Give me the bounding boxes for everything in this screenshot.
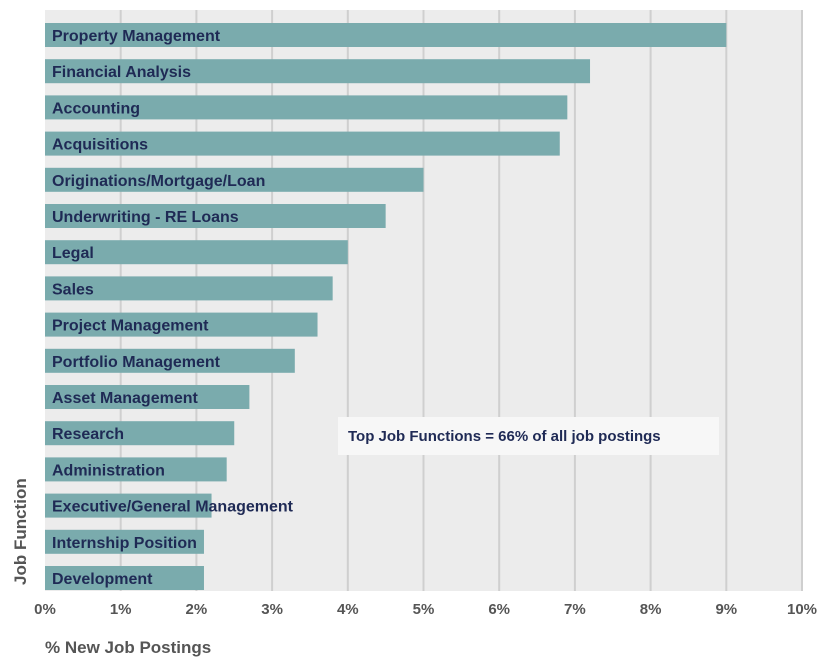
bar [45, 348, 295, 373]
bar [45, 493, 212, 518]
bar-label: Development [52, 571, 153, 588]
bar-label: Portfolio Management [52, 354, 221, 371]
annotation-text: Top Job Functions = 66% of all job posti… [348, 428, 661, 445]
bar-group: Property Management [45, 23, 727, 47]
bar [45, 131, 560, 156]
x-tick-label: 9% [715, 601, 737, 618]
bar [45, 529, 204, 554]
bar-label: Property Management [52, 28, 221, 45]
bar-group: Originations/Mortgage/Loan [45, 167, 424, 192]
bar-label: Research [52, 426, 124, 443]
bar [45, 95, 568, 120]
x-tick-label: 0% [34, 601, 56, 618]
bar-group: Executive/General Management [45, 493, 294, 518]
bar-group: Development [45, 566, 204, 590]
bar-label: Accounting [52, 100, 140, 117]
x-axis-ticks: 0% 1% 2% 3% 4% 5% 6% 7% 8% 9% 10% [34, 601, 817, 618]
bar-group: Project Management [45, 312, 318, 337]
x-tick-label: 3% [261, 601, 283, 618]
bar [45, 457, 227, 482]
bar-label: Legal [52, 245, 94, 262]
bar-label: Administration [52, 462, 165, 479]
x-tick-label: 1% [110, 601, 132, 618]
x-tick-label: 8% [640, 601, 662, 618]
bar-group: Asset Management [45, 385, 250, 409]
bar [45, 167, 424, 192]
bar-group: Internship Position [45, 529, 204, 554]
x-tick-label: 2% [186, 601, 208, 618]
x-tick-label: 6% [488, 601, 510, 618]
bar-label: Financial Analysis [52, 64, 191, 81]
x-axis-title: % New Job Postings [45, 638, 211, 657]
bar-group: Underwriting - RE Loans [45, 204, 386, 228]
bar-label: Acquisitions [52, 137, 148, 154]
bar-group: Legal [45, 240, 348, 265]
bar-group: Portfolio Management [45, 348, 295, 373]
bar [45, 566, 204, 590]
bar-label: Internship Position [52, 535, 197, 552]
bar-label: Underwriting - RE Loans [52, 209, 239, 226]
bar [45, 59, 591, 84]
bar-group: Administration [45, 457, 227, 482]
bar [45, 385, 250, 409]
bar-group: Research [45, 421, 235, 446]
annotation-box [338, 417, 719, 455]
bar-group: Acquisitions [45, 131, 560, 156]
bars: Property Management Financial Analysis Acc… [45, 23, 727, 590]
x-tick-label: 5% [413, 601, 435, 618]
x-tick-label: 7% [564, 601, 586, 618]
bar-label: Sales [52, 281, 94, 298]
x-tick-label: 10% [787, 601, 817, 618]
bar-group: Sales [45, 276, 333, 301]
bar [45, 23, 727, 47]
y-axis-title: Job Function [11, 478, 30, 585]
bar [45, 421, 235, 446]
bar [45, 312, 318, 337]
annotation: Top Job Functions = 66% of all job posti… [338, 417, 719, 455]
bar-group: Financial Analysis [45, 59, 591, 84]
bar [45, 240, 348, 265]
bar-label: Originations/Mortgage/Loan [52, 173, 265, 190]
x-tick-label: 4% [337, 601, 359, 618]
bar-label: Project Management [52, 318, 209, 335]
bar [45, 204, 386, 228]
bar-label: Asset Management [52, 390, 198, 407]
bar-group: Accounting [45, 95, 568, 120]
bar-label: Executive/General Management [52, 499, 294, 516]
bar [45, 276, 333, 301]
